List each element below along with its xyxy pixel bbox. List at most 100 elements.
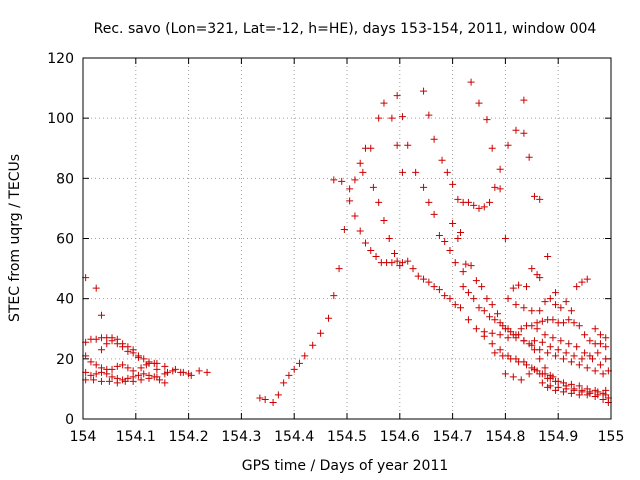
y-tick-label: 100 <box>47 111 74 127</box>
data-point <box>480 203 488 211</box>
data-point <box>578 355 586 363</box>
data-point <box>528 341 536 349</box>
data-point <box>129 377 137 385</box>
data-point <box>599 370 607 378</box>
data-point <box>517 325 525 333</box>
data-point <box>309 341 317 349</box>
data-point <box>441 238 449 246</box>
data-point <box>346 185 354 193</box>
data-point <box>338 177 346 185</box>
data-point <box>97 377 105 385</box>
data-point <box>602 343 610 351</box>
data-point <box>285 371 293 379</box>
data-point <box>501 235 509 242</box>
data-point <box>570 352 578 360</box>
data-point <box>552 289 560 297</box>
data-point <box>546 343 554 351</box>
data-point <box>398 113 406 121</box>
data-point <box>457 304 465 312</box>
data-point <box>567 358 575 366</box>
x-tick-label: 154.5 <box>327 429 367 445</box>
data-point <box>103 340 111 348</box>
data-point <box>533 319 541 327</box>
data-point <box>388 259 396 267</box>
data-point <box>459 268 467 276</box>
y-tick-label: 20 <box>56 352 74 368</box>
data-point <box>134 371 142 379</box>
data-point <box>486 198 494 206</box>
data-point <box>90 376 98 384</box>
data-point <box>87 371 95 379</box>
data-point <box>549 316 557 324</box>
data-point <box>491 349 499 357</box>
data-point <box>512 301 520 309</box>
data-point <box>491 316 499 324</box>
data-point <box>541 298 549 306</box>
plot-frame <box>82 57 612 420</box>
data-point <box>161 362 169 370</box>
data-point <box>393 92 401 100</box>
data-point <box>596 331 604 339</box>
data-point <box>530 192 538 200</box>
data-point <box>113 379 121 387</box>
data-point <box>488 144 496 152</box>
data-point <box>565 340 573 348</box>
data-point <box>137 376 145 384</box>
data-point <box>430 135 438 143</box>
y-tick-label: 60 <box>56 232 74 248</box>
data-point <box>92 361 100 369</box>
y-tick-label: 40 <box>56 292 74 308</box>
data-point <box>501 325 509 333</box>
data-point <box>464 289 472 297</box>
data-point <box>179 368 187 376</box>
data-point <box>549 373 557 381</box>
data-point <box>459 283 467 291</box>
data-point <box>517 376 525 384</box>
data-point <box>435 231 443 239</box>
data-point <box>581 349 589 357</box>
data-point <box>361 239 369 247</box>
data-point <box>330 176 338 184</box>
data-point <box>581 331 589 339</box>
data-point <box>567 380 575 388</box>
data-point <box>446 295 454 303</box>
data-point <box>478 283 486 291</box>
data-point <box>140 370 148 378</box>
data-point <box>388 114 396 122</box>
data-point <box>538 379 546 387</box>
data-point <box>420 87 428 95</box>
data-point <box>119 343 127 351</box>
data-point <box>501 370 509 378</box>
data-point <box>464 198 472 206</box>
data-point <box>87 358 95 366</box>
data-point <box>504 334 512 342</box>
tick-labels: 154 154.1 154.2 154.3 154.4 154.5 154.6 154.7 15… <box>47 51 624 445</box>
data-point <box>533 325 541 333</box>
data-point <box>475 304 483 312</box>
data-point <box>523 361 531 369</box>
data-point <box>496 346 504 354</box>
data-point <box>525 153 533 161</box>
data-point <box>129 367 137 375</box>
data-point <box>507 355 515 363</box>
data-point <box>375 114 383 122</box>
data-point <box>583 275 591 283</box>
data-point <box>92 284 100 292</box>
data-point <box>108 373 116 381</box>
data-point <box>134 353 142 361</box>
data-point <box>520 337 528 345</box>
data-point <box>449 180 457 188</box>
data-point <box>269 398 277 406</box>
data-point <box>475 99 483 107</box>
data-point <box>496 331 504 339</box>
data-point <box>515 358 523 366</box>
data-point <box>430 283 438 291</box>
x-tick-label: 154.1 <box>116 429 156 445</box>
data-point <box>591 367 599 375</box>
x-tick-label: 155 <box>598 429 625 445</box>
data-point <box>486 313 494 321</box>
data-point <box>562 298 570 306</box>
data-point <box>153 373 161 381</box>
data-point <box>599 395 607 403</box>
data-point <box>586 389 594 397</box>
